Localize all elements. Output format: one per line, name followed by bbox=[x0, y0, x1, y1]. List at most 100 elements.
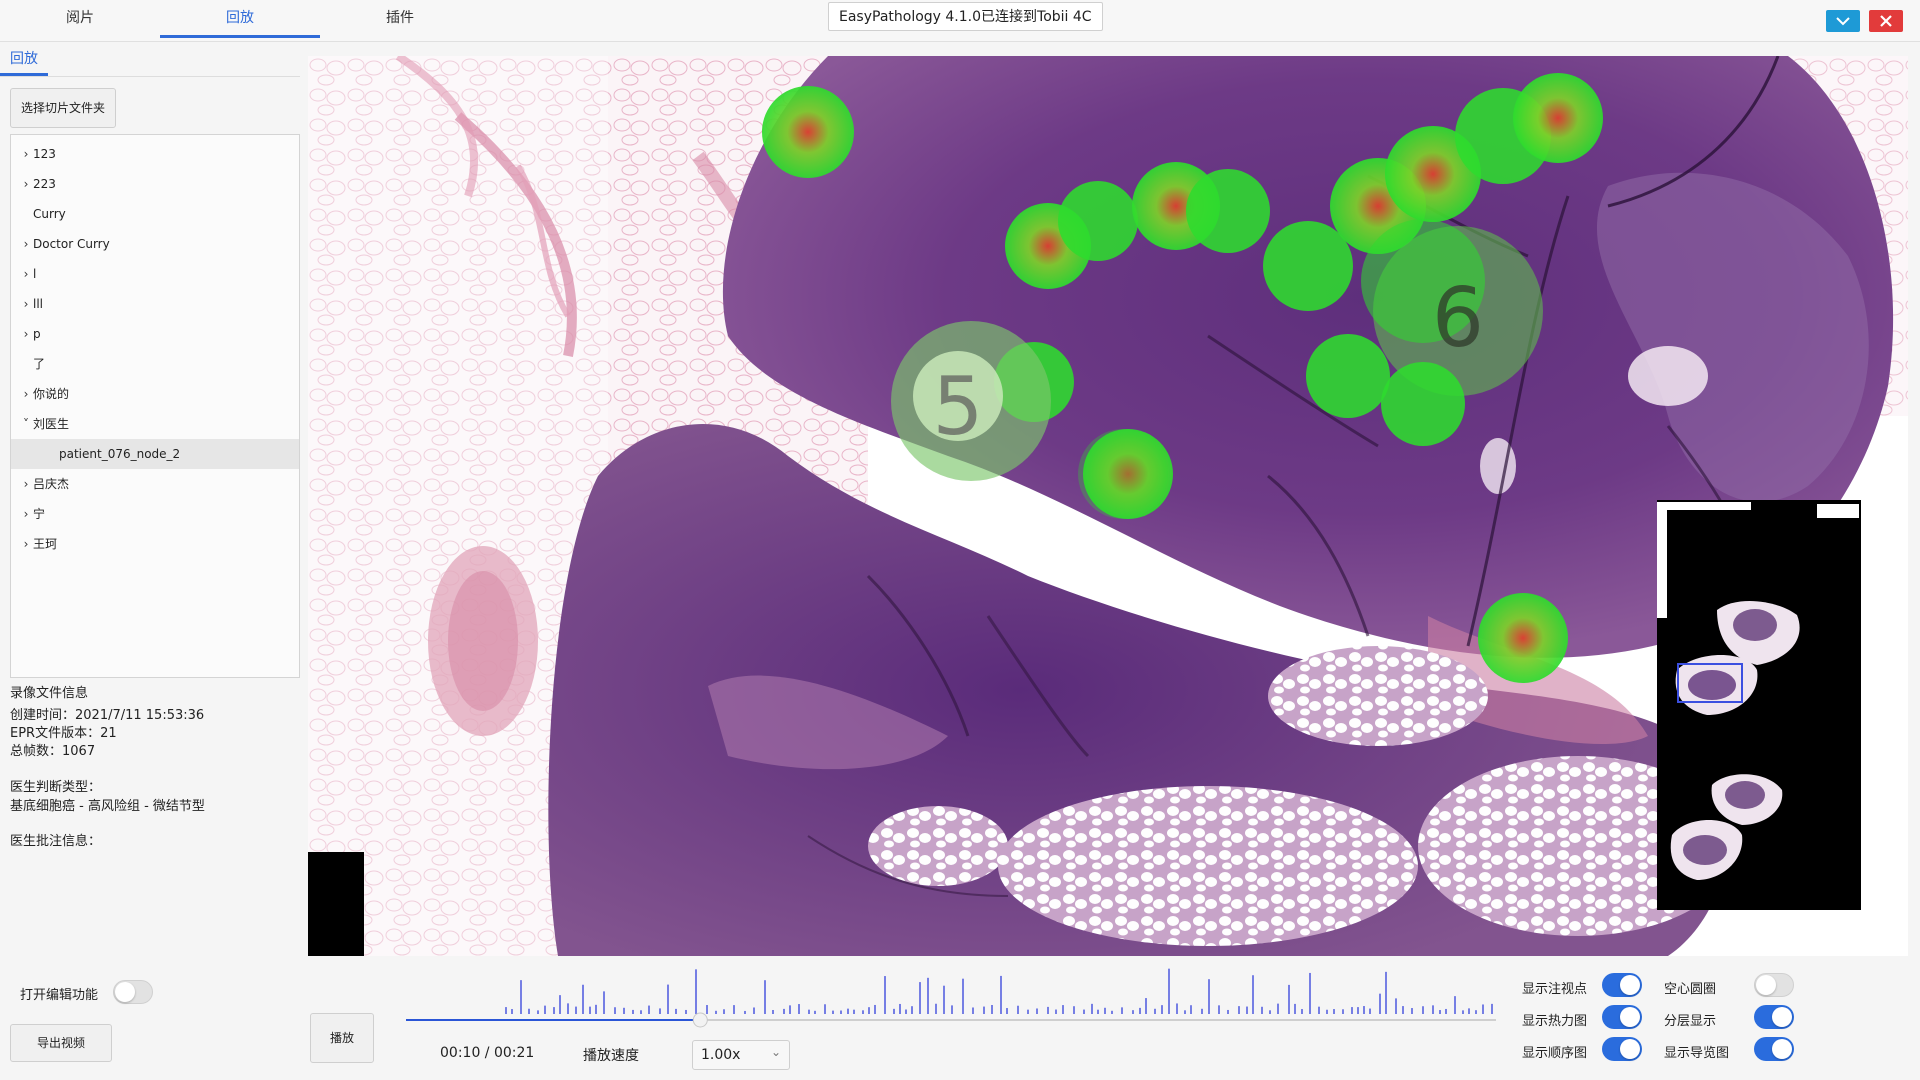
edit-toggle[interactable] bbox=[113, 980, 153, 1004]
tree-item[interactable]: 了 bbox=[11, 349, 299, 379]
tree-item[interactable]: › 123 bbox=[11, 139, 299, 169]
toggle-knob bbox=[1620, 1007, 1640, 1027]
tree-item[interactable]: › lll bbox=[11, 289, 299, 319]
chevron-right-icon: › bbox=[23, 267, 29, 281]
option-show-overview-label: 显示导览图 bbox=[1664, 1046, 1730, 1061]
tree-item[interactable]: › l bbox=[11, 259, 299, 289]
tree-item[interactable]: › Doctor Curry bbox=[11, 229, 299, 259]
fixation-order-label: 6 bbox=[1432, 271, 1484, 366]
tree-item[interactable]: patient_076_node_2 bbox=[11, 439, 299, 469]
record-info-heading: 录像文件信息 bbox=[10, 686, 89, 701]
fixation-order-label: 5 bbox=[933, 360, 984, 453]
toggle-knob bbox=[115, 982, 135, 1002]
tree-item-label: l bbox=[33, 267, 37, 281]
slide-viewer[interactable]: 5 6 bbox=[308, 56, 1908, 956]
record-created-time: 创建时间：2021/7/11 15:53:36 bbox=[10, 708, 205, 723]
tree-item[interactable]: › 宁 bbox=[11, 499, 299, 529]
toggle-knob bbox=[1756, 975, 1776, 995]
speed-label: 播放速度 bbox=[583, 1048, 639, 1064]
app-title: EasyPathology 4.1.0已连接到Tobii 4C bbox=[828, 2, 1103, 31]
export-video-button[interactable]: 导出视频 bbox=[10, 1024, 112, 1062]
playback-timeline[interactable] bbox=[406, 966, 1496, 1032]
chevron-right-icon: › bbox=[23, 507, 29, 521]
tree-item-label: 王珂 bbox=[33, 537, 58, 551]
tree-item-label: 你说的 bbox=[33, 387, 70, 401]
heatmap-overlay bbox=[762, 73, 1603, 683]
tree-item-label: Doctor Curry bbox=[33, 237, 110, 251]
toggle-knob bbox=[1772, 1039, 1792, 1059]
tree-item[interactable]: › p bbox=[11, 319, 299, 349]
tab-plugins[interactable]: 插件 bbox=[386, 10, 414, 26]
record-frame-count: 总帧数：1067 bbox=[10, 744, 96, 759]
toggle-knob bbox=[1772, 1007, 1792, 1027]
option-show-fixation-toggle[interactable] bbox=[1602, 973, 1642, 997]
overview-thumbnail bbox=[1657, 500, 1861, 910]
tree-item[interactable]: › 你说的 bbox=[11, 379, 299, 409]
chevron-right-icon: › bbox=[23, 237, 29, 251]
option-hollow-circle-toggle[interactable] bbox=[1754, 973, 1794, 997]
gaze-activity-graph bbox=[505, 968, 1493, 1014]
timeline-handle[interactable] bbox=[692, 1012, 708, 1028]
chevron-right-icon: › bbox=[23, 297, 29, 311]
tab-playback[interactable]: 回放 bbox=[160, 0, 320, 38]
tab-reading[interactable]: 阅片 bbox=[66, 10, 94, 26]
option-show-fixation-label: 显示注视点 bbox=[1522, 982, 1588, 997]
file-tree[interactable]: › 123 › 223 Curry › Doctor Curry › l › lll › p 了 › 你说的 ˅… bbox=[10, 134, 300, 678]
tree-item-label: 了 bbox=[33, 357, 46, 371]
tree-item-label: 223 bbox=[33, 177, 56, 191]
option-layered-toggle[interactable] bbox=[1754, 1005, 1794, 1029]
chevron-right-icon: › bbox=[23, 327, 29, 341]
minimize-button[interactable] bbox=[1826, 10, 1860, 32]
tree-item[interactable]: › 吕庆杰 bbox=[11, 469, 299, 499]
title-bar: 阅片 回放 插件 EasyPathology 4.1.0已连接到Tobii 4C bbox=[0, 0, 1920, 42]
option-show-order-label: 显示顺序图 bbox=[1522, 1046, 1588, 1061]
fixation-order-6[interactable]: 6 bbox=[1361, 219, 1543, 396]
choose-folder-button[interactable]: 选择切片文件夹 bbox=[10, 88, 116, 128]
chevron-right-icon: › bbox=[23, 147, 29, 161]
option-hollow-circle-label: 空心圆圈 bbox=[1664, 982, 1717, 997]
option-show-order-toggle[interactable] bbox=[1602, 1037, 1642, 1061]
placeholder-panel bbox=[308, 852, 364, 956]
diagnosis-value: 基底细胞癌 - 高风险组 - 微结节型 bbox=[10, 799, 205, 814]
chevron-down-icon: ˅ bbox=[23, 417, 29, 431]
edit-toggle-label: 打开编辑功能 bbox=[20, 988, 99, 1003]
tree-item-label: 宁 bbox=[33, 507, 46, 521]
option-show-overview-toggle[interactable] bbox=[1754, 1037, 1794, 1061]
tree-item-label: Curry bbox=[33, 207, 66, 221]
chevron-right-icon: › bbox=[23, 177, 29, 191]
tree-item-label: 123 bbox=[33, 147, 56, 161]
toggle-knob bbox=[1620, 975, 1640, 995]
divider bbox=[0, 76, 300, 77]
tree-item-label: p bbox=[33, 327, 41, 341]
tree-item[interactable]: › 王珂 bbox=[11, 529, 299, 559]
subtab-playback[interactable]: 回放 bbox=[0, 48, 48, 76]
slide-image[interactable]: 5 6 bbox=[308, 56, 1908, 956]
record-epr-version: EPR文件版本：21 bbox=[10, 726, 117, 741]
close-button[interactable] bbox=[1869, 10, 1903, 32]
tree-item[interactable]: Curry bbox=[11, 199, 299, 229]
speed-select[interactable]: 1.00x ⌄ bbox=[692, 1040, 790, 1070]
tree-item-label: patient_076_node_2 bbox=[59, 447, 181, 461]
option-layered-label: 分层显示 bbox=[1664, 1014, 1717, 1029]
option-show-heatmap-label: 显示热力图 bbox=[1522, 1014, 1588, 1029]
chevron-right-icon: › bbox=[23, 387, 29, 401]
tree-item[interactable]: › 223 bbox=[11, 169, 299, 199]
fixation-order-5[interactable]: 5 bbox=[891, 321, 1051, 481]
diagnosis-heading: 医生判断类型： bbox=[10, 780, 102, 795]
overview-map[interactable] bbox=[1657, 500, 1861, 910]
option-show-heatmap-toggle[interactable] bbox=[1602, 1005, 1642, 1029]
tree-item-label: 刘医生 bbox=[33, 417, 70, 431]
annotation-heading: 医生批注信息： bbox=[10, 834, 102, 849]
tree-item-label: lll bbox=[33, 297, 44, 311]
tree-item[interactable]: ˅ 刘医生 bbox=[11, 409, 299, 439]
chevron-down-icon: ⌄ bbox=[770, 1045, 781, 1059]
close-icon bbox=[1880, 15, 1892, 27]
viewport-indicator[interactable] bbox=[1677, 663, 1743, 703]
chevron-right-icon: › bbox=[23, 537, 29, 551]
chevron-down-icon bbox=[1836, 17, 1850, 26]
tree-item-label: 吕庆杰 bbox=[33, 477, 70, 491]
chevron-right-icon: › bbox=[23, 477, 29, 491]
speed-value: 1.00x bbox=[701, 1047, 741, 1063]
play-button[interactable]: 播放 bbox=[310, 1013, 374, 1063]
playback-time: 00:10 / 00:21 bbox=[440, 1045, 535, 1061]
